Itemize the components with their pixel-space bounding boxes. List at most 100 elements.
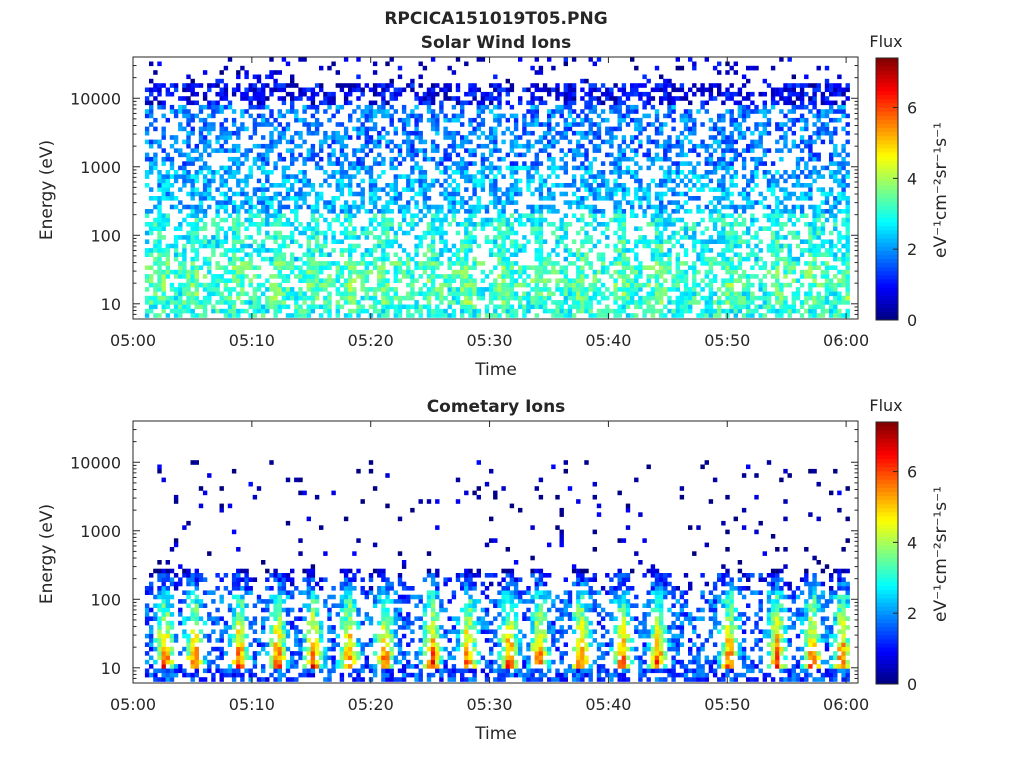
heatmap-cell	[418, 235, 423, 240]
heatmap-cell	[625, 248, 631, 253]
heatmap-cell	[679, 96, 685, 101]
heatmap-cell	[588, 261, 593, 266]
heatmap-cell	[306, 152, 311, 158]
heatmap-cell	[430, 178, 436, 184]
heatmap-cell	[422, 156, 428, 162]
heatmap-cell	[314, 191, 320, 197]
heatmap-cell	[198, 117, 204, 123]
heatmap-cell	[725, 248, 730, 253]
heatmap-cell	[791, 300, 796, 305]
heatmap-cell	[298, 222, 303, 227]
heatmap-cell	[310, 187, 316, 192]
heatmap-cell	[505, 269, 510, 275]
heatmap-cell	[219, 109, 224, 114]
heatmap-cell	[385, 269, 390, 275]
heatmap-cell	[613, 217, 618, 223]
heatmap-cell	[327, 209, 332, 214]
heatmap-cell	[443, 239, 448, 244]
heatmap-cell	[298, 291, 303, 297]
heatmap-cell	[621, 156, 627, 162]
heatmap-cell	[538, 183, 544, 188]
heatmap-cell	[435, 165, 440, 171]
heatmap-cell	[497, 261, 502, 266]
heatmap-cell	[563, 57, 568, 62]
heatmap-cell	[364, 139, 369, 145]
heatmap-cell	[770, 235, 776, 240]
heatmap-cell	[215, 261, 220, 266]
heatmap-cell	[708, 96, 714, 101]
heatmap-cell	[157, 265, 162, 270]
heatmap-cell	[758, 278, 763, 283]
heatmap-cell	[265, 308, 270, 314]
heatmap-cell	[741, 74, 747, 80]
heatmap-cell	[414, 200, 419, 205]
heatmap-cell	[812, 304, 817, 310]
heatmap-cell	[178, 165, 183, 171]
heatmap-cell	[746, 200, 751, 205]
heatmap-cell	[795, 83, 801, 88]
heatmap-cell	[638, 282, 643, 288]
heatmap-cell	[576, 269, 581, 275]
heatmap-cell	[795, 161, 801, 166]
heatmap-cell	[646, 308, 651, 314]
heatmap-cell	[393, 196, 398, 201]
heatmap-cell	[290, 291, 295, 297]
heatmap-cell	[704, 308, 709, 314]
heatmap-cell	[377, 130, 382, 136]
heatmap-cell	[223, 204, 229, 210]
heatmap-cell	[182, 300, 187, 305]
heatmap-cell	[497, 274, 502, 279]
heatmap-cell	[202, 143, 208, 149]
heatmap-cell	[290, 295, 295, 301]
heatmap-cell	[555, 308, 560, 314]
heatmap-cell	[352, 204, 357, 210]
heatmap-cell	[227, 300, 233, 305]
heatmap-cell	[787, 126, 792, 132]
heatmap-cell	[762, 204, 767, 210]
heatmap-cell	[306, 265, 311, 270]
heatmap-cell	[659, 122, 664, 127]
heatmap-cell	[319, 183, 324, 188]
heatmap-cell	[584, 204, 589, 210]
heatmap-cell	[596, 57, 602, 62]
heatmap-cell	[775, 261, 780, 266]
heatmap-cell	[455, 170, 461, 175]
heatmap-cell	[505, 248, 510, 253]
heatmap-cell	[410, 226, 415, 231]
heatmap-cell	[725, 187, 730, 192]
heatmap-cell	[489, 161, 494, 166]
heatmap-cell	[534, 83, 539, 88]
heatmap-cell	[779, 282, 784, 288]
heatmap-cell	[285, 91, 291, 97]
heatmap-cell	[244, 252, 249, 257]
heatmap-cell	[505, 200, 510, 205]
heatmap-cell	[360, 295, 365, 301]
heatmap-cell	[231, 261, 237, 266]
heatmap-cell	[223, 295, 229, 301]
heatmap-cell	[198, 265, 204, 270]
heatmap-cell	[472, 239, 477, 244]
heatmap-cell	[372, 83, 378, 88]
heatmap-cell	[654, 87, 660, 93]
spectrogram-solar-wind	[144, 57, 850, 318]
heatmap-cell	[352, 295, 357, 301]
heatmap-cell	[306, 130, 311, 136]
heatmap-cell	[410, 87, 415, 93]
heatmap-cell	[447, 248, 452, 253]
heatmap-cell	[310, 104, 316, 110]
heatmap-cell	[240, 122, 245, 127]
heatmap-cell	[795, 217, 801, 223]
heatmap-cell	[186, 122, 191, 127]
heatmap-cell	[725, 265, 730, 270]
heatmap-cell	[310, 130, 316, 136]
heatmap-cell	[153, 156, 158, 162]
heatmap-cell	[646, 148, 651, 153]
heatmap-cell	[306, 313, 311, 318]
heatmap-cell	[144, 265, 150, 270]
heatmap-cell	[149, 104, 154, 110]
heatmap-cell	[281, 126, 287, 132]
heatmap-cell	[741, 130, 747, 136]
heatmap-cell	[281, 261, 287, 266]
heatmap-cell	[169, 269, 175, 275]
heatmap-cell	[190, 83, 195, 88]
